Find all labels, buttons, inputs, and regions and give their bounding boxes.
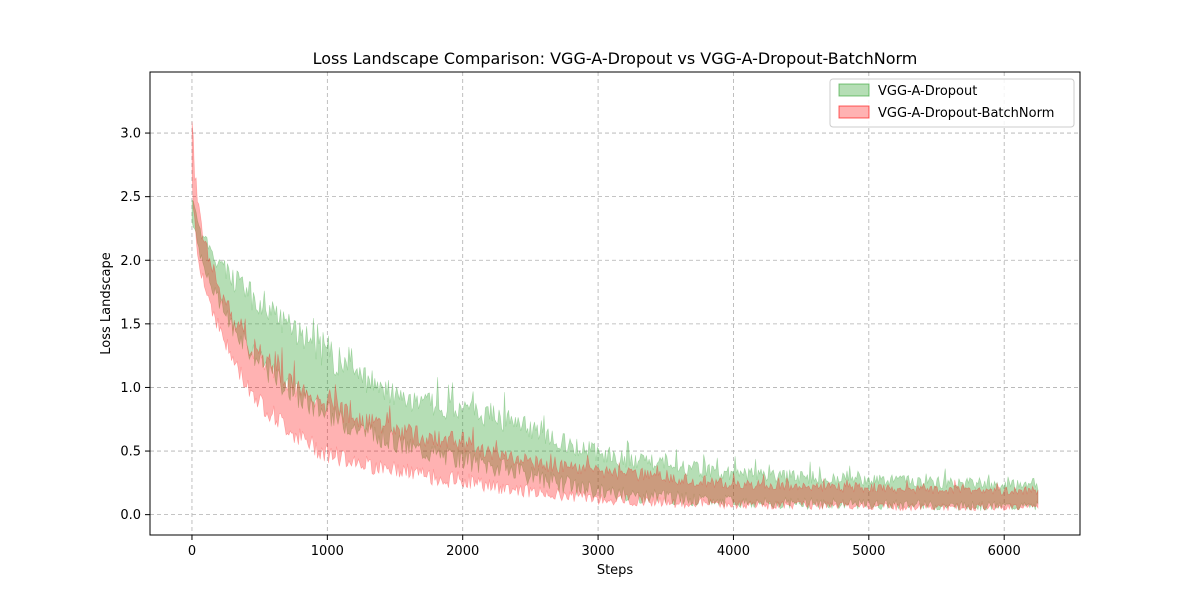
y-tick-label: 1.5	[120, 317, 141, 332]
x-tick-label: 3000	[582, 544, 615, 559]
series-area-vgg-a-dropout	[191, 199, 1039, 512]
x-axis-ticks: 0 1000 2000 3000 4000 5000 6000	[188, 535, 1021, 559]
legend-swatch-vgg-a-dropout-batchnorm	[838, 105, 870, 119]
x-axis-label: Steps	[597, 563, 634, 578]
x-tick-label: 5000	[852, 544, 885, 559]
legend-box	[829, 78, 1075, 128]
y-axis-ticks: 0.0 0.5 1.0 1.5 2.0 2.5 3.0	[120, 127, 150, 523]
y-tick-label: 0.5	[120, 445, 141, 460]
y-axis-label: Loss Landscape	[99, 252, 114, 354]
chart-title: Loss Landscape Comparison: VGG-A-Dropout…	[313, 49, 918, 68]
x-tick-label: 0	[188, 544, 196, 559]
legend-label-vgg-a-dropout: VGG-A-Dropout	[878, 84, 977, 99]
y-tick-label: 3.0	[120, 127, 141, 142]
legend: VGG-A-Dropout VGG-A-Dropout-BatchNorm	[829, 78, 1075, 128]
x-tick-label: 1000	[311, 544, 344, 559]
y-tick-label: 2.5	[120, 190, 141, 205]
y-tick-label: 2.0	[120, 254, 141, 269]
series-layer	[191, 121, 1039, 512]
y-tick-label: 0.0	[120, 508, 141, 523]
x-tick-label: 2000	[446, 544, 479, 559]
x-tick-label: 4000	[717, 544, 750, 559]
x-tick-label: 6000	[988, 544, 1021, 559]
y-tick-label: 1.0	[120, 381, 141, 396]
series-area-vgg-a-dropout-batchnorm	[191, 121, 1039, 512]
legend-swatch-vgg-a-dropout	[838, 83, 870, 97]
plot-frame	[149, 71, 1081, 536]
grid-lines	[150, 72, 1080, 535]
legend-label-vgg-a-dropout-batchnorm: VGG-A-Dropout-BatchNorm	[878, 106, 1054, 121]
